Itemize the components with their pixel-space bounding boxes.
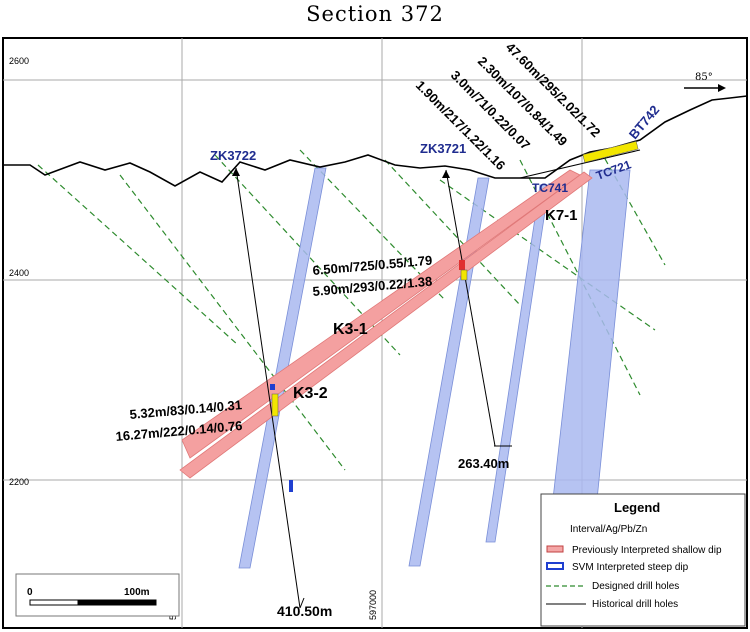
legend-title: Legend bbox=[614, 500, 660, 515]
steep-zone-3 bbox=[485, 184, 550, 543]
legend-label-shallow: Previously Interpreted shallow dip bbox=[572, 545, 722, 556]
drill-hole-zk3721-trace bbox=[445, 169, 496, 447]
scale-bar-end-label: 100m bbox=[124, 587, 150, 598]
easting-label-597000: 597000 bbox=[368, 590, 378, 620]
shallow-dip-zones bbox=[179, 169, 593, 479]
depth-label-zk3721: 263.40m bbox=[458, 456, 509, 471]
direction-arrow: 85° bbox=[684, 72, 726, 92]
designed-hole-3 bbox=[214, 154, 401, 356]
legend: Legend Interval/Ag/Pb/Zn Previously Inte… bbox=[540, 493, 746, 627]
zk3722-collar-arrow bbox=[232, 168, 240, 176]
direction-arrow-head bbox=[718, 84, 726, 92]
designed-hole-5 bbox=[384, 159, 521, 306]
scale-bar: 0 100m bbox=[15, 573, 180, 617]
legend-swatch-shallow bbox=[546, 545, 564, 553]
direction-label: 85° bbox=[695, 72, 713, 83]
legend-swatch-steep bbox=[546, 562, 564, 570]
scale-bar-start-label: 0 bbox=[27, 587, 33, 598]
zk3721-collar-arrow bbox=[442, 170, 450, 178]
zk3721-intercept-marker-upper bbox=[459, 260, 465, 270]
label-zk3721: ZK3721 bbox=[420, 141, 466, 156]
zk3722-intercept-marker bbox=[271, 393, 279, 417]
scale-bar-segment-black bbox=[77, 599, 157, 606]
zone-label-k3-2: K3-2 bbox=[293, 385, 328, 402]
depth-label-zk3722: 410.50m bbox=[277, 603, 332, 619]
section-title: Section 372 bbox=[306, 2, 444, 26]
zk3722-end-tick bbox=[299, 597, 305, 609]
steep-zone-2 bbox=[408, 177, 490, 567]
trench-intercept-marker bbox=[582, 141, 639, 163]
scale-bar-box bbox=[15, 573, 180, 617]
scale-bar-segment-white bbox=[29, 599, 79, 606]
drill-hole-zk3722-trace bbox=[235, 167, 301, 609]
elevation-label-2600: 2600 bbox=[9, 56, 29, 66]
elevation-label-2400: 2400 bbox=[9, 268, 29, 278]
zk3722-steep-marker bbox=[270, 384, 275, 390]
shallow-zone-k3-2 bbox=[179, 171, 593, 479]
designed-hole-2 bbox=[119, 174, 346, 471]
intercept-markers bbox=[270, 141, 639, 492]
zone-label-k3-1: K3-1 bbox=[333, 321, 368, 338]
label-tc741: TC741 bbox=[532, 181, 568, 195]
historical-drill-holes bbox=[235, 149, 641, 609]
trench-trace bbox=[519, 149, 641, 179]
legend-label-steep: SVM Interpreted steep dip bbox=[572, 562, 689, 573]
steep-zone-1 bbox=[238, 167, 327, 569]
legend-header: Interval/Ag/Pb/Zn bbox=[570, 524, 647, 535]
zk3722-deep-marker bbox=[289, 480, 293, 492]
steep-dip-zones bbox=[238, 167, 631, 571]
designed-hole-8 bbox=[599, 149, 666, 266]
zk3721-intercept-marker-lower bbox=[460, 269, 468, 281]
elevation-label-2200: 2200 bbox=[9, 477, 29, 487]
designed-hole-1 bbox=[37, 164, 239, 346]
legend-label-historical: Historical drill holes bbox=[592, 599, 678, 610]
legend-label-designed: Designed drill holes bbox=[592, 581, 679, 592]
label-zk3722: ZK3722 bbox=[210, 148, 256, 163]
zone-label-k7-1: K7-1 bbox=[545, 207, 578, 224]
